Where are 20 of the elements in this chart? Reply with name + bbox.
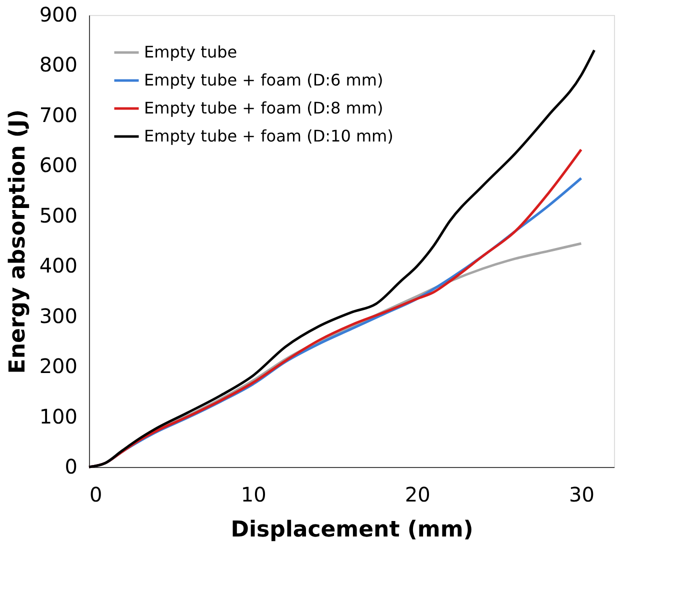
y-tick-label: 400 (39, 254, 78, 278)
y-tick-label: 0 (64, 454, 78, 478)
x-tick-label: 20 (404, 482, 430, 506)
x-axis-title: Displacement (mm) (230, 518, 474, 542)
x-tick-label: 10 (240, 482, 266, 506)
legend-label: Empty tube + foam (D:6 mm) (144, 70, 384, 90)
y-tick-label: 900 (39, 2, 78, 26)
legend-label: Empty tube + foam (D:10 mm) (144, 126, 394, 146)
y-tick-label: 500 (39, 203, 78, 228)
y-axis-title: Energy absorption (J) (5, 109, 30, 374)
legend-label: Empty tube + foam (D:8 mm) (144, 98, 384, 118)
y-tick-label: 200 (39, 354, 78, 378)
y-tick-label: 600 (39, 153, 78, 178)
y-tick-label: 700 (39, 102, 78, 127)
legend-label: Empty tube (144, 42, 238, 62)
y-tick-label: 100 (39, 404, 78, 428)
x-tick-label: 0 (90, 482, 102, 506)
y-tick-label: 800 (39, 52, 78, 77)
y-tick-label: 300 (39, 304, 78, 328)
x-tick-label: 30 (568, 482, 594, 506)
